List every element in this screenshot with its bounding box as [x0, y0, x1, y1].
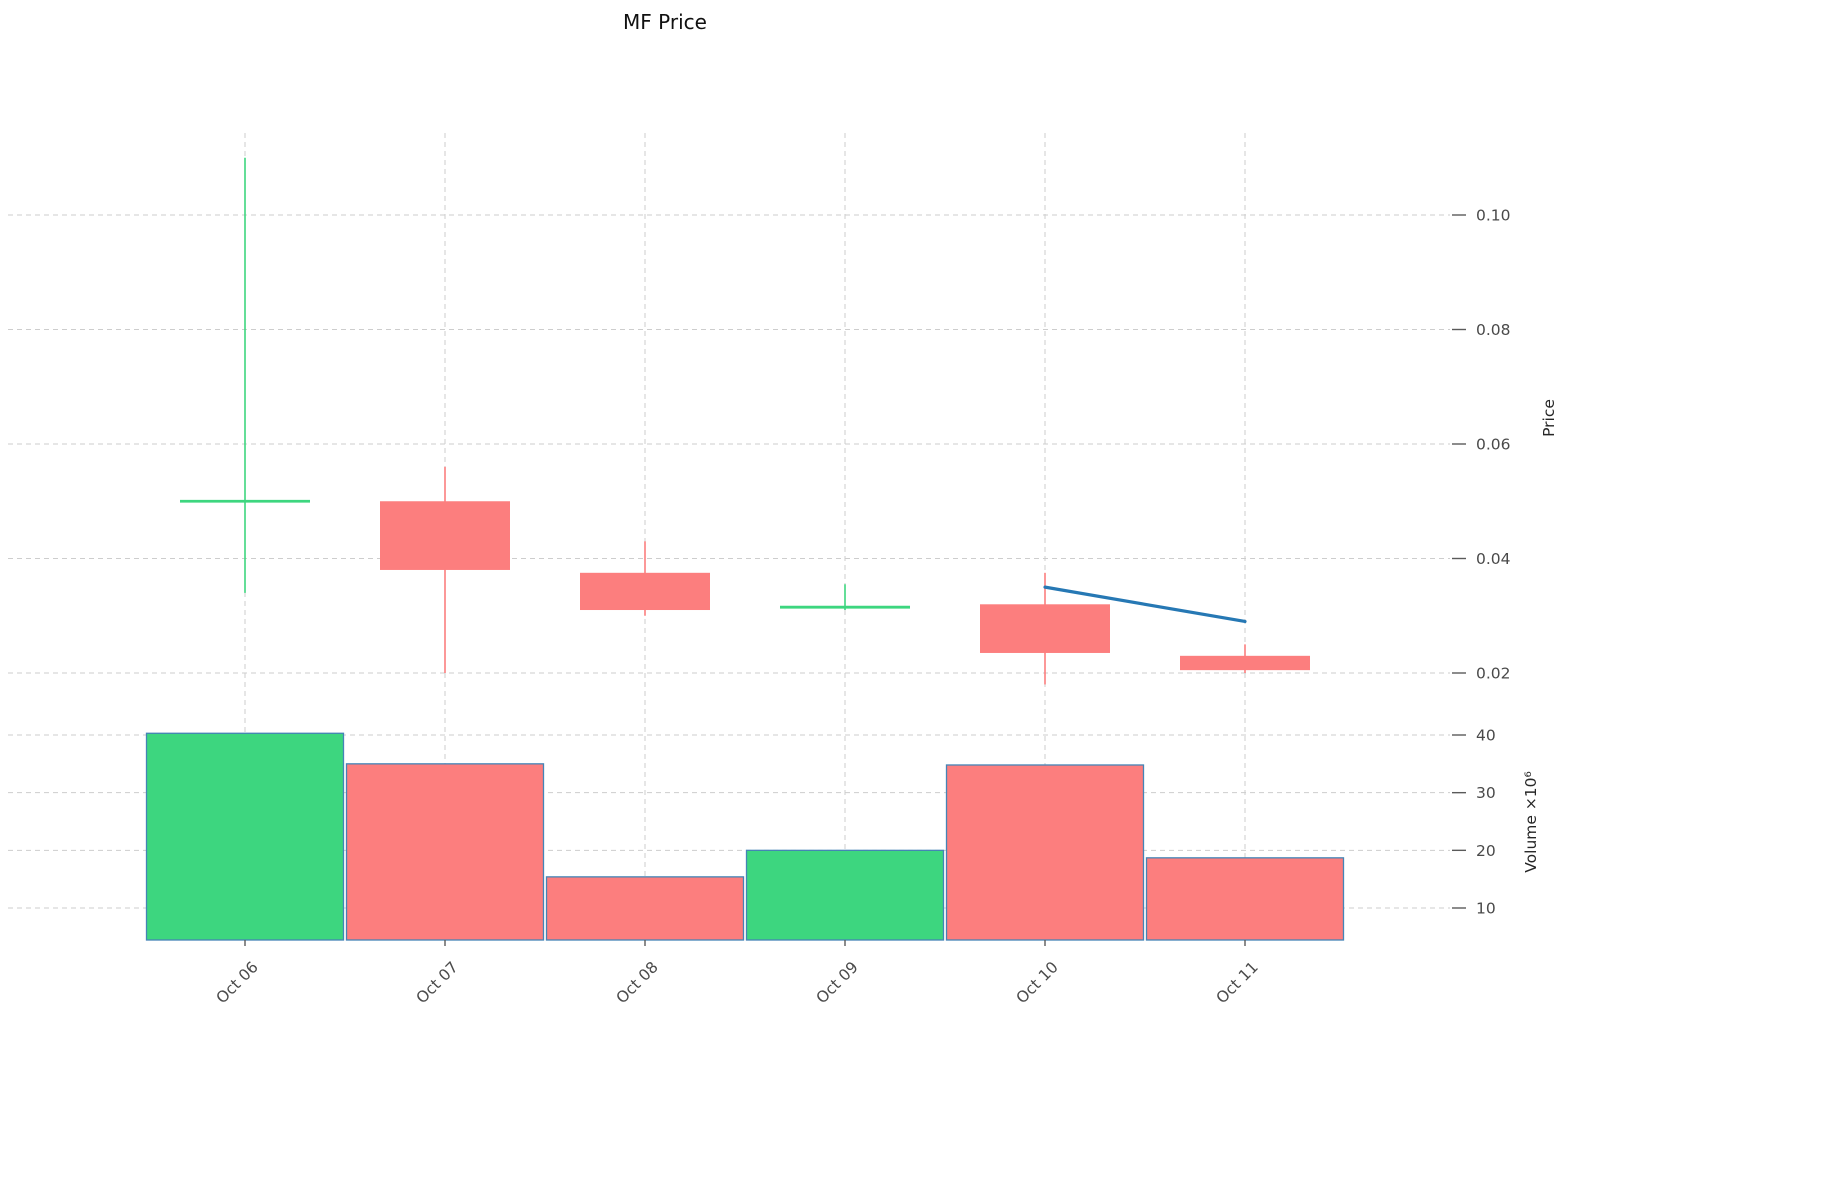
- candle-body: [580, 572, 710, 611]
- x-tick-label: Oct 08: [613, 958, 662, 1007]
- volume-bar: [945, 764, 1145, 941]
- trend-line: [1043, 585, 1247, 624]
- price-tick-label: 0.10: [1476, 207, 1511, 225]
- price-tick-label: 0.06: [1476, 436, 1511, 454]
- price-tick-label: 0.04: [1476, 550, 1511, 568]
- x-tick-label: Oct 09: [813, 958, 862, 1007]
- price-tick-label: 0.02: [1476, 665, 1511, 683]
- x-tick-label: Oct 11: [1213, 958, 1262, 1007]
- x-tick-label: Oct 10: [1013, 958, 1062, 1007]
- volume-bar: [545, 876, 745, 941]
- volume-bar: [345, 763, 545, 941]
- volume-bar: [745, 849, 945, 941]
- x-tick-label: Oct 07: [413, 958, 462, 1007]
- candle-body: [1180, 655, 1310, 671]
- volume-tick-label: 20: [1476, 842, 1496, 860]
- volume-bar: [1145, 857, 1345, 941]
- price-tick-label: 0.08: [1476, 321, 1511, 339]
- volume-tick-label: 10: [1476, 900, 1496, 918]
- x-tick-label: Oct 06: [213, 958, 262, 1007]
- volume-tick-label: 30: [1476, 784, 1496, 802]
- volume-bar: [145, 732, 345, 941]
- volume-tick-label: 40: [1476, 726, 1496, 744]
- candle-body: [980, 604, 1110, 653]
- chart-title: MF Price: [623, 10, 707, 34]
- candle-body: [380, 501, 510, 570]
